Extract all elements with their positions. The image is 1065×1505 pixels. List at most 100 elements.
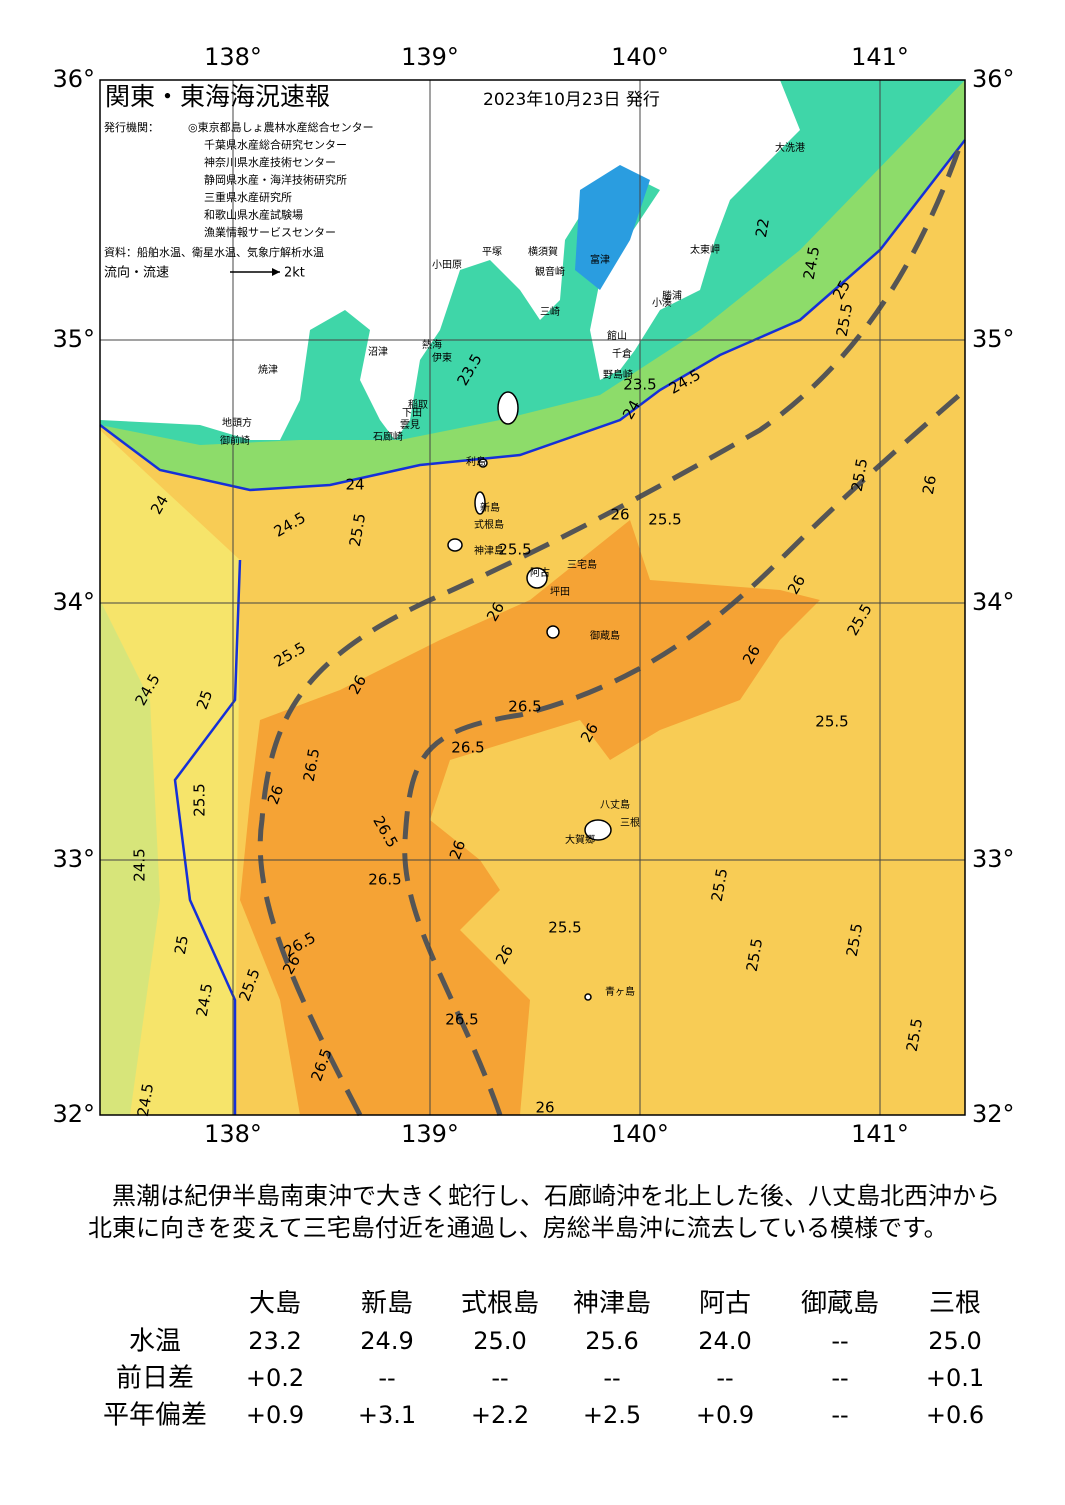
lon-label: 140° [611, 1120, 669, 1148]
lat-label: 36° [972, 65, 1015, 93]
lat-label: 33° [52, 845, 95, 873]
islands [447, 391, 612, 1001]
contour-label: 25.5 [346, 512, 370, 548]
lat-label: 32° [52, 1100, 95, 1128]
cell: -- [491, 1364, 508, 1392]
lat-label: 35° [972, 325, 1015, 353]
contour-label: 25.5 [191, 783, 209, 816]
cell: -- [831, 1364, 848, 1392]
contour-label: 24.5 [131, 848, 149, 881]
place-name: 雲見 [400, 419, 420, 431]
place-name: 御前崎 [220, 434, 250, 447]
contour-label: 26 [535, 1099, 554, 1117]
place-name: 青ヶ島 [605, 985, 635, 998]
place-name: 阿古 [530, 566, 550, 579]
cell: 25.0 [928, 1327, 981, 1355]
contour-label: 25.5 [708, 867, 732, 903]
column-header: 新島 [361, 1290, 413, 1319]
flow-scale: 2kt [284, 266, 305, 281]
lat-label: 36° [52, 65, 95, 93]
place-name: 小湊 [652, 296, 672, 309]
contour-label: 25.5 [903, 1017, 927, 1053]
column-header: 大島 [249, 1290, 301, 1319]
contour-label: 25.5 [743, 937, 767, 973]
kuroshio-axis [257, 139, 965, 1117]
place-name: 御蔵島 [590, 629, 620, 642]
lon-label: 141° [851, 1120, 909, 1148]
island [584, 993, 592, 1001]
place-name: 下田 [402, 408, 422, 419]
cell: 23.2 [248, 1327, 301, 1355]
lon-label: 140° [611, 43, 669, 71]
place-name: 千倉 [612, 347, 632, 360]
lat-label: 32° [972, 1100, 1015, 1128]
place-name: 三崎 [540, 305, 560, 318]
row-label: 水温 [129, 1327, 181, 1357]
contour-label: 24 [345, 476, 364, 494]
contour-label: 26 [264, 783, 287, 807]
cell: 25.6 [585, 1327, 638, 1355]
place-name: 新島 [480, 501, 500, 514]
island [526, 567, 548, 589]
column-header: 式根島 [461, 1290, 539, 1319]
column-header: 御蔵島 [801, 1290, 879, 1319]
contour-label: 26 [610, 506, 629, 524]
contour-label: 26 [446, 838, 469, 862]
tokyo-bay [575, 165, 650, 290]
cell: -- [378, 1364, 395, 1392]
island [584, 819, 612, 841]
contour-label: 25 [171, 934, 192, 956]
cell: +2.2 [471, 1401, 529, 1429]
contour-label: 25.5 [815, 713, 848, 731]
island [447, 538, 463, 552]
cell: +0.6 [926, 1401, 984, 1429]
contour-label: 26.5 [508, 698, 541, 716]
place-name: 野島崎 [603, 368, 633, 381]
contour-line [173, 559, 242, 1115]
place-name: 勝浦 [662, 289, 682, 302]
issuer: 漁業情報サービスセンター [204, 225, 336, 239]
contour-label: 24.5 [800, 245, 824, 281]
contour-label: 26.5 [300, 747, 324, 783]
contour-label: 24.5 [193, 982, 217, 1018]
contour-label: 25.5 [848, 457, 872, 493]
place-name: 稲取 [408, 399, 428, 411]
place-name: 石廊崎 [373, 430, 403, 443]
map-frame [99, 79, 966, 1116]
place-name: 坪田 [550, 585, 570, 598]
lat-label: 35° [52, 325, 95, 353]
cell: -- [603, 1364, 620, 1392]
place-name: 富津 [590, 253, 610, 266]
contour-label: 26.5 [368, 871, 401, 889]
cell: +2.5 [583, 1401, 641, 1429]
place-name: 観音崎 [535, 265, 565, 278]
data-source: 資料：船舶水温、衛星水温、気象庁解析水温 [104, 245, 324, 259]
contour-label: 24.5 [134, 1082, 158, 1118]
place-name: 太東岬 [690, 243, 720, 256]
row-label: 前日差 [116, 1364, 194, 1394]
contour-label: 23.5 [623, 376, 656, 394]
cell: 24.0 [698, 1327, 751, 1355]
lon-label: 138° [204, 43, 262, 71]
row-label: 平年偏差 [103, 1401, 207, 1431]
place-name: 大洗港 [775, 141, 805, 154]
cell: -- [831, 1401, 848, 1429]
cell: -- [831, 1327, 848, 1355]
column-header: 三根 [929, 1290, 981, 1319]
flow-arrow-head [272, 268, 280, 276]
lat-label: 34° [972, 588, 1015, 616]
cell: +3.1 [358, 1401, 416, 1429]
contour-label: 25.5 [648, 511, 681, 529]
flow-label: 流向・流速 [104, 265, 169, 281]
contour-label: 25 [193, 688, 216, 712]
contour-label: 26.5 [445, 1011, 478, 1029]
issuer: 三重県水産研究所 [204, 190, 292, 204]
cell: +0.9 [696, 1401, 754, 1429]
issuer: 和歌山県水産試験場 [204, 208, 303, 222]
place-name: 熱海 [422, 338, 442, 351]
summary: 黒潮は紀伊半島南東沖で大きく蛇行し、石廊崎沖を北上した後、八丈島北西沖から北東に… [88, 1182, 1000, 1242]
place-name: 館山 [607, 329, 627, 342]
contour-label: 26.5 [451, 739, 484, 757]
place-name: 沼津 [368, 345, 388, 358]
